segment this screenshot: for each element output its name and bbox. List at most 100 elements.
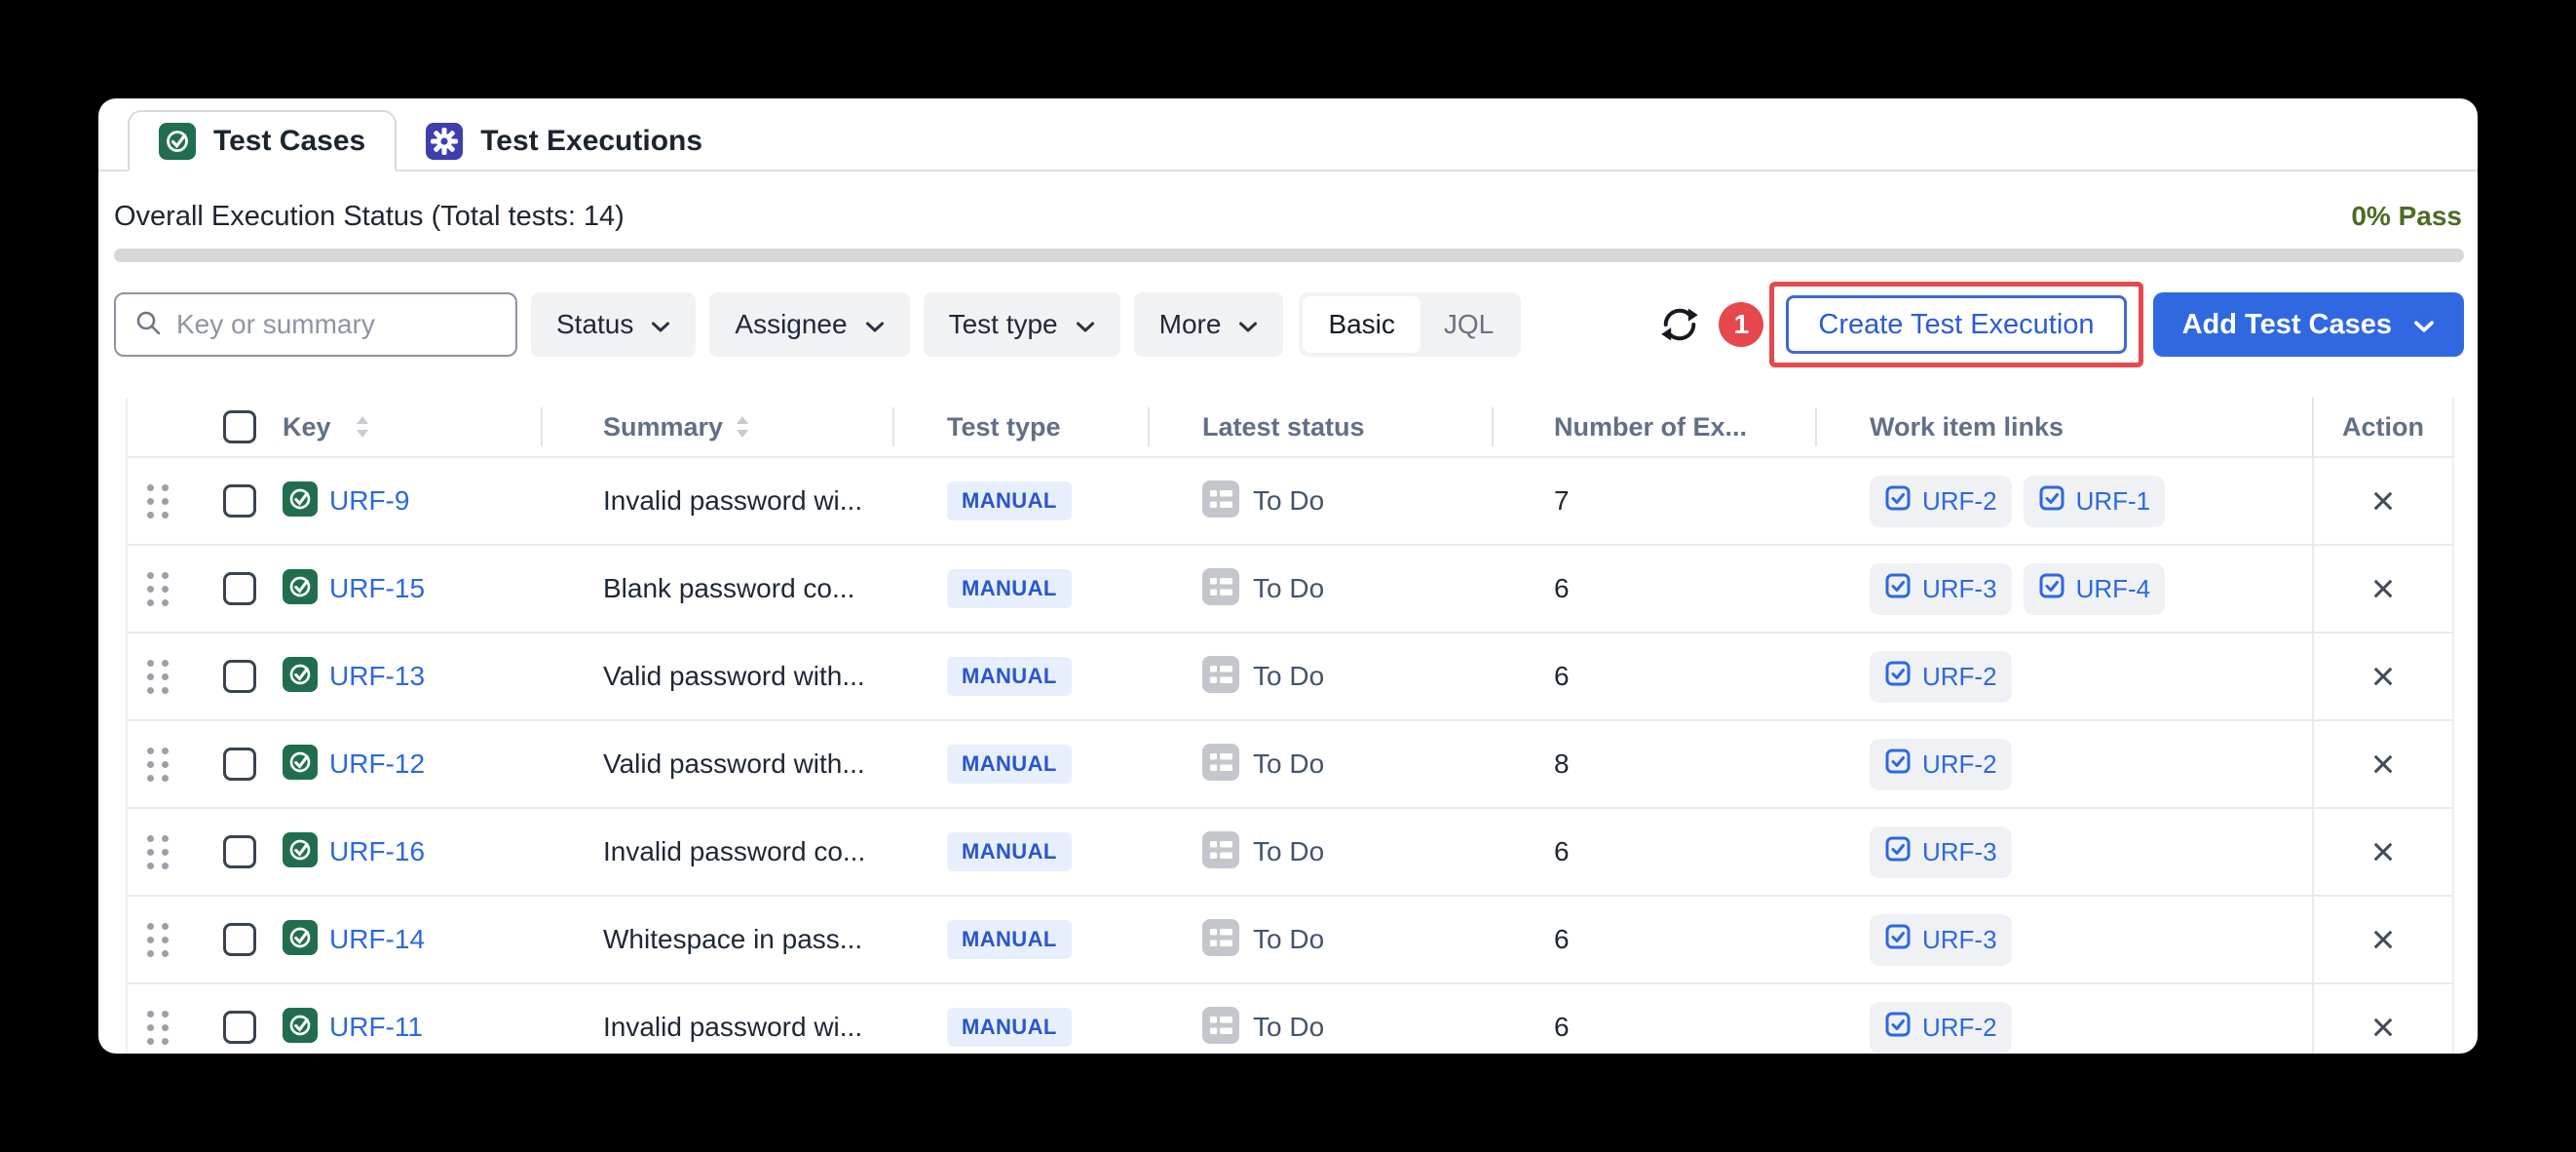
work-item-link[interactable]: URF-3 xyxy=(1870,826,2012,878)
row-test-type-cell: MANUAL xyxy=(892,721,1148,807)
remove-row-button[interactable]: × xyxy=(2370,565,2396,611)
work-item-link[interactable]: URF-4 xyxy=(2023,562,2166,615)
row-key-link[interactable]: URF-11 xyxy=(329,1012,423,1042)
row-summary: Invalid password wi... xyxy=(603,485,863,516)
status-label: To Do xyxy=(1253,661,1325,691)
row-executions-cell: 6 xyxy=(1492,809,1815,895)
row-checkbox[interactable] xyxy=(223,835,256,868)
remove-row-button[interactable]: × xyxy=(2370,828,2396,874)
header-handle-spacer xyxy=(128,398,210,456)
remove-row-button[interactable]: × xyxy=(2370,478,2396,523)
work-item-link[interactable]: URF-2 xyxy=(1870,1001,2012,1054)
row-status-cell: To Do xyxy=(1148,546,1492,632)
row-checkbox[interactable] xyxy=(223,1011,256,1044)
test-case-icon xyxy=(283,656,318,697)
row-checkbox[interactable] xyxy=(223,748,256,781)
chevron-down-icon xyxy=(651,309,670,340)
work-item-link[interactable]: URF-2 xyxy=(1870,738,2012,790)
header-key[interactable]: Key xyxy=(269,398,541,456)
remove-row-button[interactable]: × xyxy=(2370,741,2396,787)
checkbox-check-icon xyxy=(1884,1011,1912,1045)
row-checkbox[interactable] xyxy=(223,572,256,605)
checkbox-check-icon xyxy=(1884,748,1912,782)
work-item-link[interactable]: URF-1 xyxy=(2023,475,2166,527)
row-key-link[interactable]: URF-16 xyxy=(329,836,426,866)
work-item-link-label: URF-2 xyxy=(1922,749,1997,779)
row-key-cell: URF-9 xyxy=(269,458,541,544)
checkbox-check-icon xyxy=(1884,923,1912,957)
remove-row-button[interactable]: × xyxy=(2370,916,2396,962)
drag-handle-icon[interactable] xyxy=(147,483,169,518)
search-input[interactable] xyxy=(176,309,498,340)
more-filter-dropdown[interactable]: More xyxy=(1133,292,1284,357)
work-item-link-label: URF-1 xyxy=(2075,485,2151,516)
row-executions: 6 xyxy=(1554,661,1570,691)
test-type-filter-dropdown[interactable]: Test type xyxy=(923,292,1120,357)
row-action-cell: × xyxy=(2312,634,2452,719)
status-filter-label: Status xyxy=(556,309,634,339)
toggle-jql[interactable]: JQL xyxy=(1443,309,1495,339)
row-key-link[interactable]: URF-9 xyxy=(329,485,410,516)
tab-test-executions[interactable]: Test Executions xyxy=(397,110,732,172)
work-item-links: URF-2 xyxy=(1815,984,2312,1054)
row-key-cell: URF-14 xyxy=(269,897,541,982)
test-type-badge: MANUAL xyxy=(947,745,1072,784)
tab-test-cases[interactable]: Test Cases xyxy=(128,110,398,172)
row-key-link[interactable]: URF-13 xyxy=(329,661,426,691)
sort-icon xyxy=(735,413,750,441)
work-item-links: URF-3 xyxy=(1815,809,2312,895)
table-row: URF-9 Invalid password wi... MANUAL To D… xyxy=(128,458,2452,546)
row-key-cell: URF-13 xyxy=(269,634,541,719)
select-all-checkbox[interactable] xyxy=(223,410,256,443)
drag-handle-icon[interactable] xyxy=(147,834,169,869)
create-test-execution-button[interactable]: Create Test Execution xyxy=(1786,295,2127,354)
row-executions-cell: 8 xyxy=(1492,721,1815,807)
work-item-link[interactable]: URF-2 xyxy=(1870,475,2012,527)
assignee-filter-dropdown[interactable]: Assignee xyxy=(709,292,910,357)
header-test-type: Test type xyxy=(892,398,1148,456)
todo-status-icon xyxy=(1202,830,1239,873)
work-item-link[interactable]: URF-3 xyxy=(1870,913,2012,966)
refresh-button[interactable] xyxy=(1656,301,1703,348)
test-case-icon xyxy=(283,831,318,872)
work-item-link[interactable]: URF-3 xyxy=(1870,562,2012,615)
row-key-link[interactable]: URF-12 xyxy=(329,749,426,779)
test-type-badge: MANUAL xyxy=(947,657,1072,696)
header-action: Action xyxy=(2312,398,2452,456)
drag-handle-icon[interactable] xyxy=(147,571,169,606)
toggle-basic[interactable]: Basic xyxy=(1303,296,1421,353)
refresh-icon xyxy=(1661,308,1699,341)
remove-row-button[interactable]: × xyxy=(2370,653,2396,699)
row-executions-cell: 7 xyxy=(1492,458,1815,544)
table-row: URF-12 Valid password with... MANUAL To … xyxy=(128,721,2452,809)
row-key-link[interactable]: URF-14 xyxy=(329,924,426,954)
drag-handle-icon[interactable] xyxy=(147,1010,169,1045)
drag-handle-icon[interactable] xyxy=(147,659,169,694)
status-filter-dropdown[interactable]: Status xyxy=(531,292,697,357)
work-item-link-label: URF-2 xyxy=(1922,485,1997,516)
chevron-down-icon xyxy=(1238,309,1258,340)
row-executions: 7 xyxy=(1554,485,1570,516)
row-summary-cell: Valid password with... xyxy=(541,721,892,807)
row-checkbox[interactable] xyxy=(223,660,256,693)
header-summary[interactable]: Summary xyxy=(541,398,892,456)
row-handle-cell xyxy=(128,721,210,807)
row-key-cell: URF-11 xyxy=(269,984,541,1054)
row-key-link[interactable]: URF-15 xyxy=(329,573,426,603)
status-label: To Do xyxy=(1253,836,1325,866)
test-case-icon xyxy=(283,568,318,609)
row-checkbox[interactable] xyxy=(223,923,256,956)
row-checkbox[interactable] xyxy=(223,484,256,518)
search-box[interactable] xyxy=(114,292,517,357)
tab-test-executions-label: Test Executions xyxy=(480,124,703,157)
work-item-links: URF-2 xyxy=(1815,721,2312,807)
drag-handle-icon[interactable] xyxy=(147,922,169,957)
row-action-cell: × xyxy=(2312,809,2452,895)
add-test-cases-button[interactable]: Add Test Cases xyxy=(2152,292,2464,357)
header-executions: Number of Ex... xyxy=(1492,398,1815,456)
work-item-link[interactable]: URF-2 xyxy=(1870,650,2012,703)
drag-handle-icon[interactable] xyxy=(147,747,169,782)
header-executions-label: Number of Ex... xyxy=(1554,411,1748,442)
row-test-type-cell: MANUAL xyxy=(892,546,1148,632)
remove-row-button[interactable]: × xyxy=(2370,1004,2396,1050)
